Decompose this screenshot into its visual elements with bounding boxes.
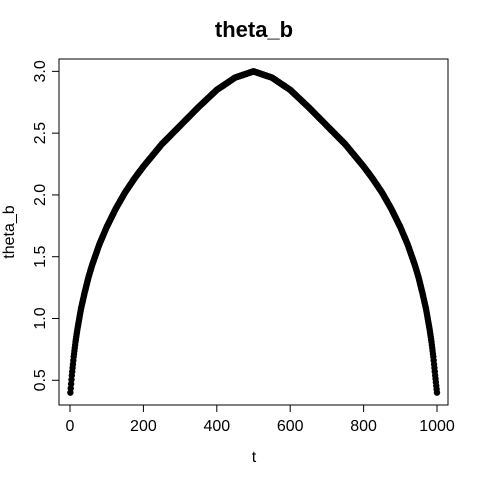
x-axis-label: t	[252, 449, 257, 466]
data-point	[103, 223, 110, 231]
data-point	[397, 223, 404, 231]
data-point	[88, 262, 96, 269]
data-point	[74, 326, 81, 333]
data-points	[67, 68, 441, 396]
data-point	[378, 189, 386, 196]
data-point	[404, 241, 411, 248]
data-point	[342, 141, 349, 148]
data-point	[81, 289, 88, 296]
data-point	[428, 338, 435, 346]
data-point	[112, 205, 120, 212]
data-point	[176, 122, 184, 129]
y-tick-label: 2.5	[32, 122, 49, 144]
data-point	[415, 274, 422, 281]
chart-title: theta_b	[215, 17, 293, 42]
data-point	[426, 326, 433, 333]
data-point	[430, 353, 437, 361]
data-point	[287, 86, 294, 94]
data-point	[323, 122, 331, 129]
data-point	[77, 305, 85, 312]
data-point	[70, 353, 77, 361]
data-point	[387, 205, 395, 212]
y-tick-label: 0.5	[32, 369, 49, 391]
data-point	[72, 338, 79, 346]
data-point	[419, 289, 426, 296]
data-point	[369, 175, 376, 183]
data-point	[422, 305, 430, 312]
data-point	[195, 103, 202, 111]
data-point	[213, 86, 220, 94]
data-point	[360, 163, 367, 170]
data-point	[268, 74, 276, 81]
data-point	[140, 163, 147, 170]
y-tick-label: 2.0	[32, 184, 49, 206]
x-tick-label: 400	[203, 418, 230, 435]
data-point	[250, 68, 257, 75]
y-tick-label: 1.0	[32, 307, 49, 329]
y-axis: 0.5 1.0 1.5 2.0 2.5 3.0	[32, 60, 60, 391]
x-tick-label: 1000	[419, 418, 455, 435]
data-point	[131, 175, 138, 183]
x-tick-label: 200	[130, 418, 157, 435]
x-tick-label: 800	[350, 418, 377, 435]
y-axis-label: theta_b	[1, 205, 18, 258]
data-point	[411, 262, 419, 269]
data-point	[158, 141, 165, 148]
y-tick-label: 3.0	[32, 60, 49, 82]
data-point	[231, 74, 239, 81]
data-point	[121, 189, 129, 196]
data-point	[431, 372, 439, 379]
x-tick-label: 600	[277, 418, 304, 435]
x-axis: 0 200 400 600 800 1000	[66, 404, 455, 435]
data-point	[85, 274, 92, 281]
data-point	[305, 103, 312, 111]
x-tick-label: 0	[66, 418, 75, 435]
data-point	[96, 241, 103, 248]
data-point	[433, 389, 441, 396]
plot-box	[58, 58, 449, 406]
y-tick-label: 1.5	[32, 245, 49, 267]
data-point	[68, 372, 76, 379]
data-point	[67, 389, 74, 396]
